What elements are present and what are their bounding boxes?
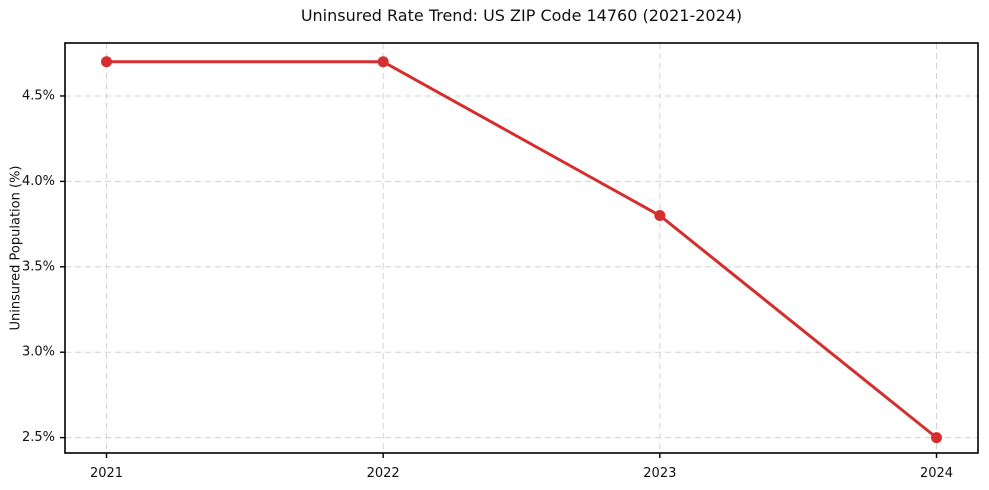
x-tick-label: 2022: [367, 466, 400, 481]
chart-title: Uninsured Rate Trend: US ZIP Code 14760 …: [300, 6, 743, 25]
x-tick-label: 2021: [90, 466, 123, 481]
y-tick-label: 2.5%: [22, 430, 55, 445]
x-tick-label: 2023: [643, 466, 676, 481]
y-tick-label: 3.5%: [22, 259, 55, 274]
y-tick-label: 3.0%: [22, 345, 55, 360]
data-point: [654, 210, 666, 222]
y-tick-label: 4.0%: [22, 174, 55, 189]
y-tick-label: 4.5%: [22, 88, 55, 103]
data-point: [931, 432, 942, 444]
data-point: [101, 56, 112, 68]
trend-line: [105, 60, 938, 440]
plot-border: [64, 42, 979, 454]
x-tick-label: 2024: [920, 466, 953, 481]
data-point: [377, 56, 389, 68]
